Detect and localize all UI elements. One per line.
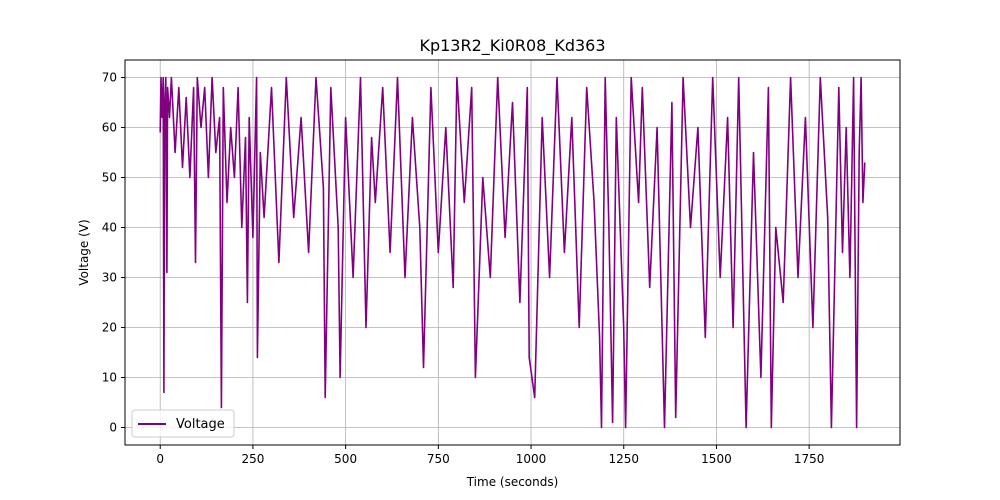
legend-label: Voltage <box>176 417 225 432</box>
x-tick-label: 250 <box>241 452 264 466</box>
plot-area <box>159 76 866 429</box>
x-tick-label: 500 <box>334 452 357 466</box>
x-tick-label: 1750 <box>794 452 825 466</box>
y-axis-label: Voltage (V) <box>77 219 91 285</box>
y-tick-label: 30 <box>102 271 117 285</box>
ticks: 0 250 500 750 1000 1250 1500 1750 0 10 20 30 40 50 60 7… <box>102 71 825 467</box>
y-tick-label: 50 <box>102 171 117 185</box>
x-tick-label: 1250 <box>608 452 639 466</box>
x-tick-label: 750 <box>427 452 450 466</box>
x-axis-label: Time (seconds) <box>466 475 559 489</box>
y-tick-label: 20 <box>102 321 117 335</box>
legend-box <box>131 409 235 438</box>
legend: Voltage <box>131 409 235 438</box>
series-line-voltage <box>159 76 866 429</box>
y-tick-label: 10 <box>102 371 117 385</box>
x-tick-label: 0 <box>156 452 164 466</box>
x-tick-label: 1000 <box>516 452 547 466</box>
chart-title: Kp13R2_Ki0R08_Kd363 <box>419 36 605 56</box>
y-tick-label: 70 <box>102 71 117 85</box>
x-tick-label: 1500 <box>701 452 732 466</box>
y-tick-label: 40 <box>102 221 117 235</box>
y-tick-label: 0 <box>109 421 117 435</box>
axes-frame <box>124 59 901 446</box>
y-tick-label: 60 <box>102 121 117 135</box>
